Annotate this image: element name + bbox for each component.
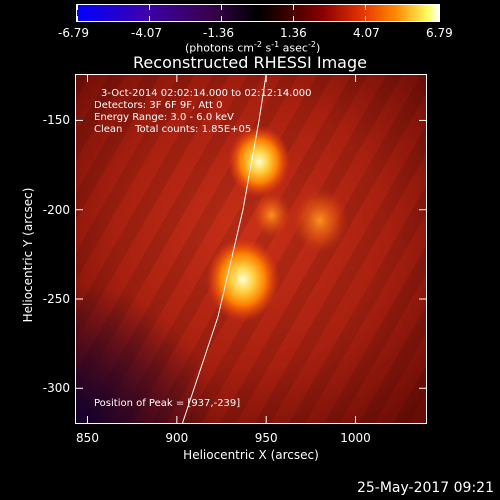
colorbar-tick-mark — [364, 16, 366, 21]
y-tick-label: -250 — [42, 292, 70, 306]
y-tick-label: -150 — [42, 113, 70, 128]
info-peak-position: Position of Peak = [937,-239] — [94, 398, 241, 409]
colorbar-tick-label: 6.79 — [426, 26, 453, 40]
heatmap-plot — [75, 74, 427, 424]
units-part: (photons cm — [185, 41, 254, 55]
x-tick-label: 1000 — [340, 431, 371, 445]
colorbar-tick-label: -4.07 — [131, 26, 163, 40]
colorbar-tick-mark — [220, 5, 222, 10]
emission-source — [251, 192, 292, 239]
colorbar-tick-mark — [293, 16, 295, 21]
emission-source — [291, 187, 349, 254]
colorbar-tick-mark — [149, 5, 151, 10]
x-tick-label: 850 — [76, 431, 99, 445]
solar-limb-line — [181, 74, 267, 424]
units-part: s — [261, 41, 272, 55]
colorbar-tick-label: -6.79 — [58, 26, 90, 40]
colorbar-tick-mark — [77, 5, 78, 10]
y-tick-label: -200 — [42, 202, 70, 217]
colorbar-tick-mark — [437, 5, 438, 10]
colorbar-tick-mark — [293, 5, 295, 10]
footer-timestamp: 25-May-2017 09:21 — [356, 480, 494, 496]
emission-source — [227, 125, 291, 198]
y-axis-label: Heliocentric Y (arcsec) — [21, 187, 35, 323]
plot-frame — [75, 74, 427, 424]
units-part: asec — [279, 41, 308, 55]
colorbar-tick-label: 4.07 — [353, 26, 380, 40]
colorbar-tick-mark — [437, 16, 438, 21]
x-tick-label: 950 — [254, 431, 278, 445]
colorbar-tick-mark — [364, 5, 366, 10]
x-tick-label: 900 — [165, 431, 189, 445]
units-sup: -1 — [271, 40, 280, 49]
colorbar-tick-mark — [149, 16, 151, 21]
colorbar-tick-label: -1.36 — [203, 26, 235, 40]
colorbar-tick-label: 1.36 — [280, 26, 307, 40]
units-sup: -2 — [253, 40, 262, 49]
units-sup: -2 — [307, 40, 316, 49]
emission-source — [205, 236, 281, 323]
colorbar-tick-mark — [220, 16, 222, 21]
colorbar-units: (photons cm-2 s-1 asec-2) — [185, 40, 320, 55]
info-clean: Clean Total counts: 1.85E+05 — [94, 124, 252, 135]
y-tick-label: -300 — [42, 381, 70, 396]
info-time: 3-Oct-2014 02:02:14.000 to 02:12:14.000 — [101, 88, 312, 99]
colorbar — [76, 4, 440, 22]
info-detectors: Detectors: 3F 6F 9F, Att 0 — [94, 100, 223, 111]
units-part: ) — [315, 41, 321, 55]
colorbar-tick-mark — [77, 16, 78, 21]
info-energy: Energy Range: 3.0 - 6.0 keV — [94, 112, 234, 123]
chart-title: Reconstructed RHESSI Image — [133, 53, 367, 72]
x-axis-label: Heliocentric X (arcsec) — [183, 448, 319, 462]
